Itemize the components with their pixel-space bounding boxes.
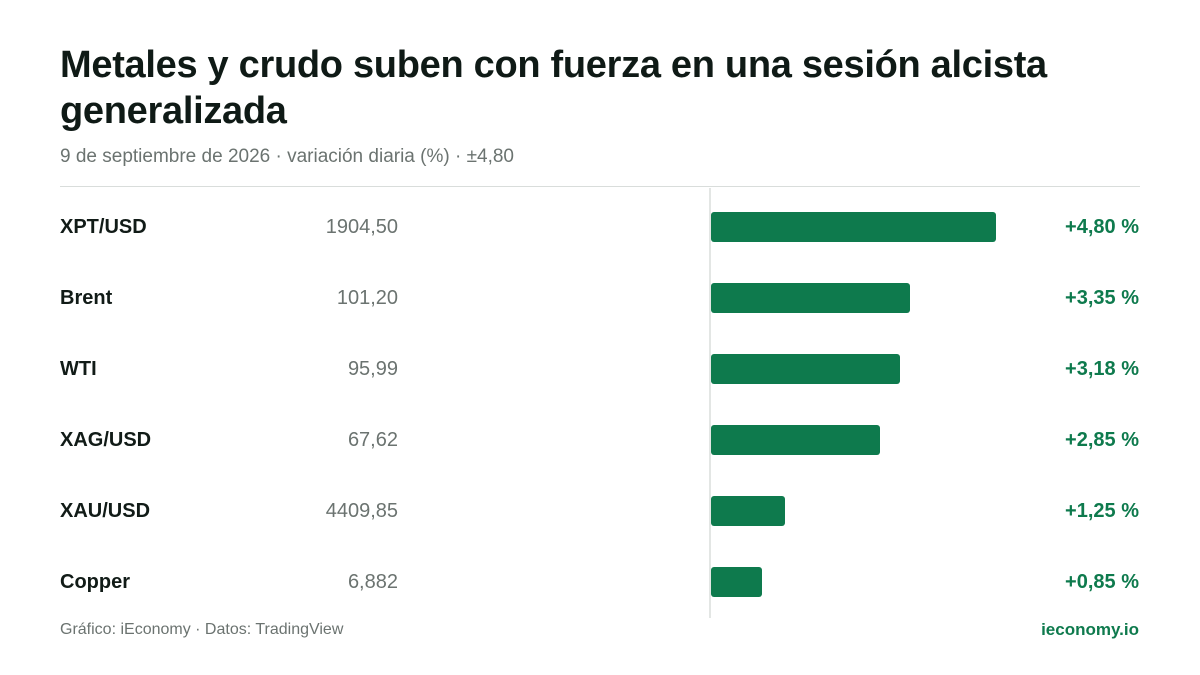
instrument-name: XPT/USD	[60, 216, 147, 238]
change-bar	[711, 425, 881, 455]
change-bar	[711, 212, 997, 242]
change-label: +3,35 %	[1065, 287, 1139, 309]
change-bar	[711, 567, 762, 597]
change-bar	[711, 496, 786, 526]
instrument-price: 1904,50	[325, 216, 398, 238]
table-row: XPT/USD 1904,50 +4,80 %	[0, 207, 1200, 247]
footer-source: Gráfico: iEconomy · Datos: TradingView	[60, 621, 344, 638]
instrument-name: WTI	[60, 358, 97, 380]
chart-subtitle: 9 de septiembre de 2026 · variación diar…	[60, 146, 514, 167]
change-label: +1,25 %	[1065, 500, 1139, 522]
table-row: XAU/USD 4409,85 +1,25 %	[0, 491, 1200, 531]
instrument-name: Copper	[60, 571, 130, 593]
change-bar	[711, 283, 911, 313]
table-row: XAG/USD 67,62 +2,85 %	[0, 420, 1200, 460]
table-row: Copper 6,882 +0,85 %	[0, 562, 1200, 602]
change-label: +3,18 %	[1065, 358, 1139, 380]
instrument-name: Brent	[60, 287, 113, 309]
change-label: +4,80 %	[1065, 216, 1139, 238]
table-row: Brent 101,20 +3,35 %	[0, 278, 1200, 318]
footer-brand-link[interactable]: ieconomy.io	[1041, 620, 1139, 639]
table-row: WTI 95,99 +3,18 %	[0, 349, 1200, 389]
instrument-price: 6,882	[347, 571, 398, 593]
change-label: +0,85 %	[1065, 571, 1139, 593]
instrument-price: 101,20	[336, 287, 398, 309]
chart-title: Metales y crudo suben con fuerza en una …	[60, 44, 1047, 132]
zero-axis-line	[709, 188, 711, 618]
instrument-price: 4409,85	[325, 500, 398, 522]
instrument-name: XAG/USD	[60, 429, 152, 451]
header-divider	[60, 186, 1140, 187]
instrument-name: XAU/USD	[60, 500, 151, 522]
instrument-price: 95,99	[347, 358, 398, 380]
change-bar	[711, 354, 900, 384]
change-label: +2,85 %	[1065, 429, 1139, 451]
instrument-price: 67,62	[347, 429, 398, 451]
